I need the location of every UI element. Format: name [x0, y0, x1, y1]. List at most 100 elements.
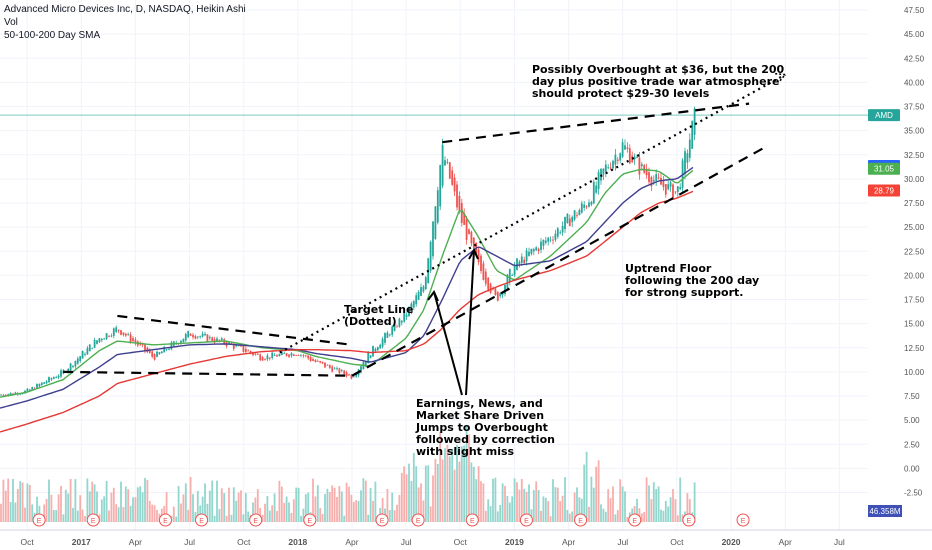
volume-bar [144, 477, 146, 522]
candle-body [96, 340, 98, 344]
volume-bar [604, 511, 607, 522]
earnings-marker [574, 513, 588, 527]
volume-bar [223, 493, 226, 522]
candle-body [542, 239, 545, 246]
candle-body [686, 153, 689, 163]
volume-bar [180, 503, 182, 522]
volume-bar [31, 504, 34, 522]
candle-body [256, 353, 259, 355]
volume-bar [100, 499, 103, 522]
volume-bar [74, 479, 77, 522]
price-axis[interactable]: 47.50 45.00 42.50 40.00 37.50 35.00 32.50 30.00… [868, 0, 932, 530]
price-label-tag [868, 109, 900, 122]
volume-bar [256, 489, 259, 522]
volume-bar [609, 498, 612, 522]
candle-body [415, 295, 418, 305]
volume-bar [547, 501, 550, 522]
volume-bar [14, 502, 17, 522]
price-tick-label: 32.50 [904, 151, 925, 160]
candle-body [468, 229, 470, 235]
candle-body [204, 333, 206, 336]
candle-body [216, 338, 218, 341]
volume-bar [232, 487, 235, 522]
time-axis[interactable]: Oct 2017 Apr Jul Oct 2018 Apr Jul Oct 2019 Apr Jul O… [0, 529, 932, 550]
volume-bar [312, 478, 314, 522]
volume-bar [460, 446, 463, 522]
candle-body [393, 322, 396, 331]
volume-bar [240, 490, 242, 522]
candle-body [645, 168, 648, 176]
candle-body [283, 353, 286, 354]
earnings-marker-label: E [163, 518, 168, 525]
time-tick-label: 2020 [722, 537, 741, 547]
volume-bar [506, 495, 509, 522]
candle-body [158, 352, 161, 355]
volume-bar [177, 486, 180, 522]
candle-body [657, 177, 660, 179]
candle-body [168, 348, 170, 350]
volume-bar [2, 479, 5, 522]
volume-bar [139, 486, 142, 522]
volume-bar [141, 492, 144, 522]
candle-body [578, 209, 581, 216]
price-tick-label: 10.00 [904, 368, 925, 377]
candle-body [93, 339, 96, 348]
time-tick-label: Apr [562, 537, 575, 547]
volume-bar [463, 445, 466, 522]
candle-body [194, 336, 197, 339]
candle-body [28, 389, 31, 391]
volume-bar [62, 514, 65, 522]
volume-bar [484, 510, 487, 522]
volume-bar [439, 431, 442, 522]
candle-body [160, 351, 163, 354]
volume-bar [360, 490, 362, 522]
candle-body [321, 361, 324, 364]
volume-bar [204, 483, 206, 522]
candle-body [300, 354, 302, 356]
candle-body [319, 361, 322, 363]
candle-body [590, 201, 593, 205]
candle-body [628, 148, 631, 164]
candle-body [410, 303, 413, 312]
candle-body [276, 355, 278, 357]
volume-bar [362, 478, 365, 522]
candle-body [607, 167, 610, 169]
candle-body [285, 353, 288, 356]
candle-body [669, 182, 672, 187]
volume-bar [355, 500, 358, 522]
candle-body [228, 342, 230, 344]
candle-body [482, 263, 485, 280]
time-tick-label: 2019 [505, 537, 524, 547]
volume-bar [86, 478, 89, 522]
volume-bar [367, 514, 370, 522]
volume-bar [285, 496, 288, 522]
earnings-marker [411, 513, 425, 527]
candle-body [333, 368, 336, 370]
sma-legend: 50-100-200 Day SMA [4, 30, 101, 41]
arrow-to-second-jump [465, 249, 475, 396]
volume-bar [271, 505, 274, 522]
volume-bar [12, 478, 14, 522]
volume-legend: Vol [4, 17, 18, 28]
candle-body [480, 255, 482, 272]
volume-bar [436, 463, 439, 522]
candle-body [602, 168, 605, 175]
candle-body [60, 370, 62, 377]
price-tick-label: 17.50 [904, 296, 925, 305]
candle-body [448, 162, 451, 179]
earnings-marker [249, 513, 263, 527]
volume-bar [307, 492, 310, 522]
time-tick-label: 2017 [72, 537, 91, 547]
volume-bar [69, 478, 72, 522]
candle-body [72, 365, 74, 367]
price-tick-label: 0.00 [904, 464, 920, 473]
volume-bar [331, 485, 334, 522]
price-tick-label: 25.00 [904, 223, 925, 232]
candle-body [408, 306, 410, 316]
volume-bar [189, 477, 192, 522]
volume-bar [276, 510, 278, 522]
candle-body [559, 232, 562, 234]
candle-body [568, 218, 571, 227]
candle-body [242, 345, 245, 352]
